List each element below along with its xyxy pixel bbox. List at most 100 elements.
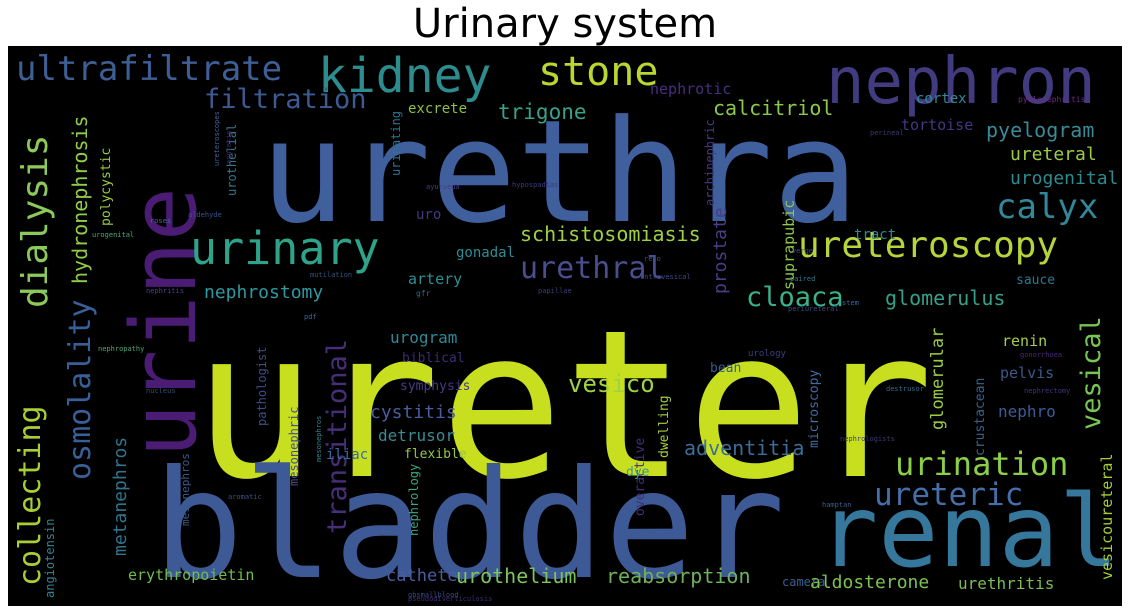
- word-sauce: sauce: [1016, 273, 1056, 288]
- word-dye: dye: [626, 465, 650, 480]
- word-nephro: nephro: [998, 402, 1056, 421]
- word-renin: renin: [1002, 332, 1048, 350]
- word-biblical: biblical: [402, 351, 465, 366]
- word-mutilation: mutilation: [310, 271, 353, 279]
- word-pathologist: pathologist: [255, 346, 269, 426]
- word-archinephric: archinephric: [703, 119, 717, 206]
- word-calyx: calyx: [996, 187, 1099, 227]
- word-nephrostomy: nephrostomy: [204, 282, 324, 303]
- word-pdf: pdf: [304, 313, 317, 321]
- word-urethral: urethral: [520, 251, 665, 286]
- word-urethra: urethra: [260, 90, 859, 255]
- word-urothelium: urothelium: [456, 564, 577, 588]
- word-vesical: vesical: [1076, 316, 1107, 430]
- word-dialysis: dialysis: [15, 134, 56, 308]
- word-glomerular: glomerular: [928, 327, 948, 430]
- word-pseudodiverticulosis: pseudodiverticulosis: [408, 595, 493, 603]
- chart-title: Urinary system: [412, 1, 718, 47]
- word-intravesical: intravesical: [640, 273, 691, 281]
- word-cystitis: cystitis: [370, 402, 457, 423]
- word-camera: camera: [782, 575, 826, 589]
- word-bean: bean: [710, 361, 742, 376]
- word-ayurveda: ayurveda: [426, 183, 460, 191]
- word-crustacean: crustacean: [973, 377, 988, 456]
- word-metanephros: metanephros: [110, 436, 131, 556]
- word-iliac: iliac: [326, 447, 369, 463]
- word-mesonephros-small: mesonephros: [315, 415, 323, 462]
- word-mesonephric: mesonephric: [287, 406, 301, 486]
- word-ultrafiltrate: ultrafiltrate: [16, 49, 283, 89]
- word-collecting: collecting: [13, 405, 48, 586]
- word-flexible: flexible: [404, 447, 467, 462]
- word-urogram: urogram: [390, 328, 458, 347]
- word-detrusor: detrusor: [378, 426, 456, 445]
- word-bladder: bladder: [153, 439, 786, 606]
- word-vesicoureteral: vesicoureteral: [1098, 453, 1116, 580]
- word-gonadal: gonadal: [456, 245, 516, 261]
- word-nephron: nephron: [826, 46, 1096, 119]
- word-roses: roses: [150, 217, 172, 225]
- word-prostate: prostate: [710, 207, 731, 294]
- word-glomerulus: glomerulus: [885, 286, 1006, 310]
- word-nephritis: nephritis: [146, 287, 184, 295]
- word-gbsmallblood: gbsmallblood: [408, 591, 459, 599]
- word-papillae: papillae: [538, 287, 572, 295]
- word-urinary: urinary: [190, 222, 380, 275]
- word-pyelogram: pyelogram: [986, 118, 1095, 142]
- word-periureteral: periureteral: [788, 305, 839, 313]
- word-dwelling: dwelling: [657, 395, 672, 458]
- word-cloud: ureter urethra bladder urine renal nephr…: [8, 46, 1122, 606]
- word-urinating: urinating: [389, 110, 403, 176]
- word-aldehyde: aldehyde: [188, 211, 222, 219]
- word-cortex: cortex: [916, 91, 967, 107]
- word-hamptan: hamptan: [822, 501, 852, 509]
- word-aldosterone: aldosterone: [810, 572, 930, 593]
- word-uro: uro: [416, 207, 442, 223]
- word-angiotensin: angiotensin: [43, 518, 57, 598]
- word-polycystic: polycystic: [99, 147, 114, 226]
- word-gfr: gfr: [416, 289, 431, 298]
- word-microscopy: microscopy: [807, 369, 822, 448]
- word-stone: stone: [538, 49, 659, 95]
- word-mesonephros: mesonephros: [179, 453, 192, 526]
- word-nephropathy: nephropathy: [98, 345, 145, 353]
- word-renal: renal: [818, 473, 1120, 590]
- word-urogenital-small: urogenital: [92, 231, 135, 239]
- word-urogenital: urogenital: [1010, 168, 1119, 189]
- word-verge: verge: [792, 247, 814, 255]
- word-relo: relo: [644, 255, 661, 263]
- word-nephrologists: nephrologists: [840, 435, 895, 443]
- word-paired: paired: [790, 275, 816, 283]
- word-trigone: trigone: [498, 100, 587, 124]
- word-hypospadias: hypospadias: [512, 181, 559, 189]
- word-ureteric: ureteric: [874, 477, 1024, 513]
- word-perineal: perineal: [870, 129, 904, 137]
- word-catheter: catheter: [386, 566, 468, 586]
- word-vesico: vesico: [568, 370, 655, 398]
- word-ureter: ureter: [193, 287, 934, 525]
- word-stem: stem: [842, 299, 859, 307]
- word-nephrology: nephrology: [407, 463, 421, 536]
- word-hydronephrosis: hydronephrosis: [68, 115, 92, 284]
- word-excrete: excrete: [408, 101, 468, 117]
- word-nephrectomy: nephrectomy: [1024, 387, 1071, 395]
- word-erythropoietin: erythropoietin: [128, 566, 255, 584]
- word-symphysis: symphysis: [400, 379, 471, 394]
- word-destrusor: destrusor: [886, 385, 924, 393]
- word-filtration: filtration: [204, 84, 367, 115]
- word-anuresis: anuresis: [225, 130, 233, 164]
- word-adventitia: adventitia: [684, 436, 805, 460]
- word-urethritis: urethritis: [958, 574, 1055, 593]
- word-urology: urology: [748, 349, 786, 359]
- word-artery: artery: [408, 270, 463, 288]
- word-aromatic: aromatic: [228, 493, 262, 501]
- word-nucleus: nucleus: [146, 387, 176, 395]
- word-ureteroscopes: ureteroscopes: [213, 111, 221, 166]
- word-kidney: kidney: [318, 48, 492, 104]
- word-nephrotic: nephrotic: [650, 80, 732, 98]
- word-schistosomiasis: schistosomiasis: [520, 222, 701, 246]
- word-transitional: transitional: [322, 338, 353, 534]
- word-osmolality: osmolality: [63, 299, 98, 480]
- word-ureteral: ureteral: [1010, 144, 1097, 165]
- word-pelvis: pelvis: [1000, 364, 1055, 382]
